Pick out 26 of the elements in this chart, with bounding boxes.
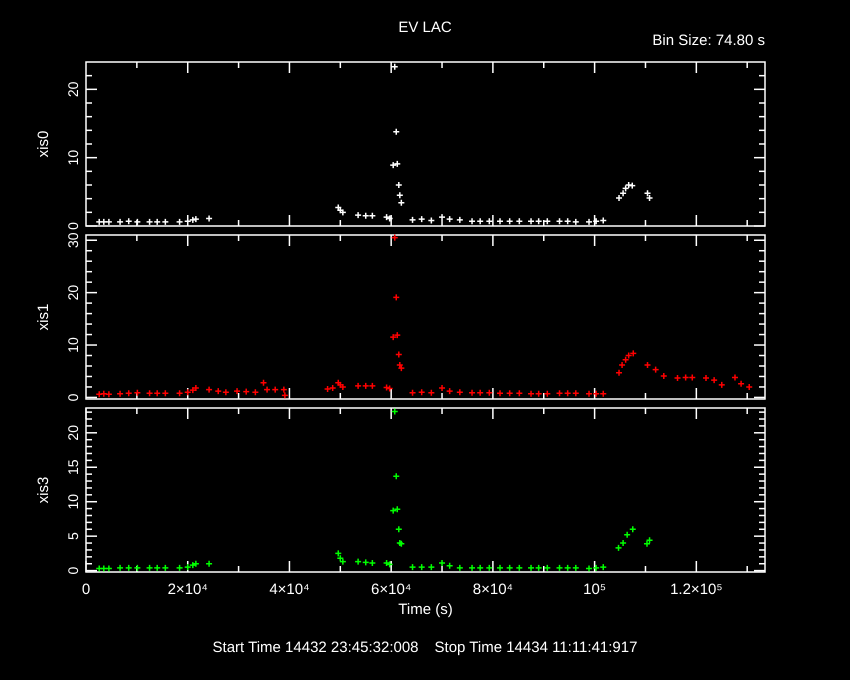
y-tick-label: 10 [65,150,81,166]
y-tick-label: 20 [65,424,81,441]
text: Stop Time 14434 11:11:41:917 [434,639,638,656]
y-tick-label: 0 [65,393,81,402]
y-tick-label: 5 [65,532,81,540]
text: Bin Size: 74.80 s [652,32,765,49]
x-axis-title: Time (s) [398,601,453,618]
y-tick-label: 15 [65,459,81,476]
y-tick-label: 20 [65,284,81,300]
x-tick-label: 6×10⁴ [371,581,412,598]
x-tick-label: 2×10⁴ [168,581,208,598]
x-tick-label: 4×10⁴ [269,581,310,598]
x-tick-label: 1.2×10⁵ [670,581,723,598]
y-tick-label: 20 [65,81,81,98]
y-tick-label: 30 [65,232,81,248]
y-axis-title: xis1 [35,304,52,330]
y-tick-label: 10 [65,337,81,353]
y-tick-label: 0 [65,566,81,575]
y-tick-label: 10 [65,494,81,510]
y-axis-title: xis3 [35,476,52,504]
chart-title: EV LAC [398,19,452,36]
y-tick-label: 0 [65,222,81,230]
x-tick-label: 10⁵ [583,581,606,598]
y-axis-title: xis0 [35,130,52,158]
x-tick-label: 8×10⁴ [472,581,514,598]
text: Start Time 14432 23:45:32:008 [212,639,419,656]
